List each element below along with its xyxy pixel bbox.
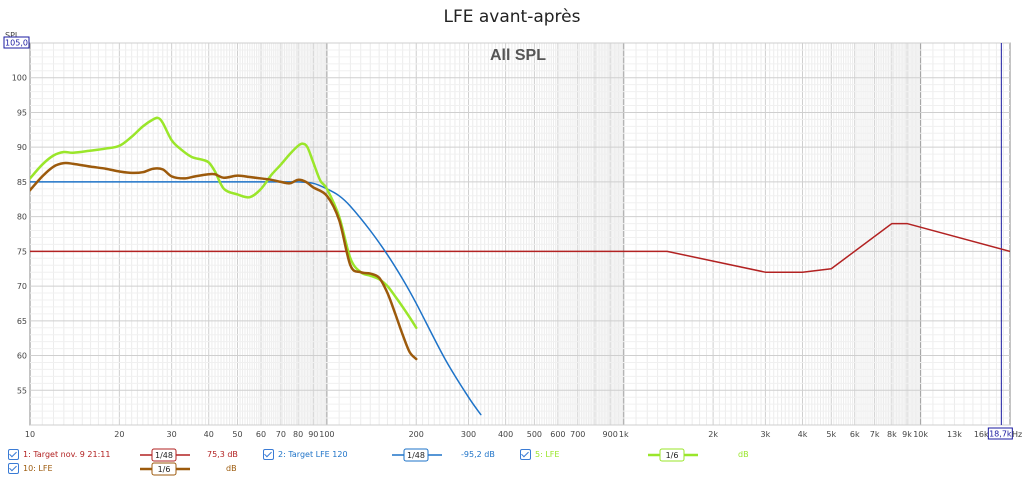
legend-smoothing: 1/6 bbox=[666, 451, 679, 460]
plot-area bbox=[29, 42, 1011, 426]
y-max-label: 105,0 bbox=[5, 39, 28, 48]
x-marker-label: 18,7k bbox=[989, 430, 1012, 439]
x-tick-label: 40 bbox=[204, 430, 214, 439]
x-tick-label: 400 bbox=[498, 430, 513, 439]
y-tick-label: 60 bbox=[17, 352, 27, 361]
legend-label: 10: LFE bbox=[23, 464, 53, 473]
x-tick-label: 10k bbox=[913, 430, 928, 439]
grid bbox=[29, 42, 1011, 426]
x-tick-label: 50 bbox=[232, 430, 242, 439]
x-tick-label: 700 bbox=[570, 430, 585, 439]
x-tick-label: 600 bbox=[550, 430, 565, 439]
x-tick-label: 10 bbox=[25, 430, 35, 439]
y-tick-label: 90 bbox=[17, 143, 27, 152]
plot-title: All SPL bbox=[490, 47, 546, 64]
x-tick-label: 90 bbox=[308, 430, 318, 439]
x-tick-label: 16k bbox=[974, 430, 989, 439]
x-tick-label: 30 bbox=[167, 430, 177, 439]
x-tick-label: 8k bbox=[887, 430, 897, 439]
series-line-2 bbox=[30, 181, 482, 416]
chart-title: LFE avant-après bbox=[443, 7, 580, 27]
x-tick-label: 4k bbox=[798, 430, 808, 439]
legend-item-target-lfe[interactable]: 2: Target LFE 120 bbox=[263, 449, 348, 460]
x-tick-label: 60 bbox=[256, 430, 266, 439]
legend-swatch-target-nov[interactable]: 1/48 bbox=[140, 448, 190, 462]
checkbox-icon[interactable] bbox=[520, 449, 531, 460]
x-tick-label: 13k bbox=[947, 430, 962, 439]
x-tick-label: 1k bbox=[619, 430, 629, 439]
legend-value: -95,2 dB bbox=[461, 450, 495, 459]
legend-smoothing: 1/48 bbox=[155, 451, 173, 460]
x-unit-label: Hz bbox=[1012, 430, 1022, 439]
legend-item-target-nov[interactable]: 1: Target nov. 9 21:11 bbox=[8, 449, 110, 460]
legend-label: 5: LFE bbox=[535, 450, 560, 459]
legend-label: 2: Target LFE 120 bbox=[278, 450, 348, 459]
y-tick-label: 75 bbox=[17, 247, 27, 256]
series-line-4 bbox=[30, 161, 418, 361]
y-tick-label: 55 bbox=[17, 386, 27, 395]
legend-label: 1: Target nov. 9 21:11 bbox=[23, 450, 111, 459]
x-marker-box bbox=[987, 427, 1013, 440]
y-tick-label: 100 bbox=[12, 74, 27, 83]
legend-item-lfe-10[interactable]: 10: LFE bbox=[8, 463, 53, 474]
checkbox-icon[interactable] bbox=[8, 463, 19, 474]
x-tick-label: 100 bbox=[319, 430, 334, 439]
x-tick-label: 3k bbox=[761, 430, 771, 439]
x-tick-label: 5k bbox=[826, 430, 836, 439]
legend: 1: Target nov. 9 21:11 1/48 75,3 dB 2: T… bbox=[0, 445, 1024, 477]
x-tick-label: 80 bbox=[293, 430, 303, 439]
series-line-1 bbox=[30, 222, 1010, 273]
x-tick-label: 70 bbox=[276, 430, 286, 439]
x-tick-label: 900 bbox=[603, 430, 618, 439]
legend-value: dB bbox=[738, 450, 749, 459]
x-tick-label: 500 bbox=[527, 430, 542, 439]
y-tick-label: 70 bbox=[17, 282, 27, 291]
checkbox-icon[interactable] bbox=[8, 449, 19, 460]
legend-swatch-lfe-10[interactable]: 1/6 bbox=[140, 462, 190, 476]
x-tick-label: 7k bbox=[870, 430, 880, 439]
x-tick-label: 2k bbox=[708, 430, 718, 439]
y-tick-label: 65 bbox=[17, 317, 27, 326]
y-tick-label: 85 bbox=[17, 178, 27, 187]
legend-value: 75,3 dB bbox=[207, 450, 238, 459]
y-tick-label: 95 bbox=[17, 108, 27, 117]
legend-value: dB bbox=[226, 464, 237, 473]
y-max-box bbox=[3, 36, 30, 49]
x-tick-label: 6k bbox=[850, 430, 860, 439]
x-tick-label: 200 bbox=[409, 430, 424, 439]
y-tick-label: 80 bbox=[17, 213, 27, 222]
legend-swatch-lfe-5[interactable]: 1/6 bbox=[648, 448, 698, 462]
legend-smoothing: 1/6 bbox=[158, 465, 171, 474]
checkbox-icon[interactable] bbox=[263, 449, 274, 460]
series-layer bbox=[30, 116, 1010, 416]
legend-item-lfe-5[interactable]: 5: LFE bbox=[520, 449, 559, 460]
x-tick-label: 300 bbox=[461, 430, 476, 439]
spl-chart: LFE avant-après 100 95 90 85 80 75 70 65 60 55 SPL… bbox=[3, 7, 1022, 440]
y-unit-label: SPL bbox=[5, 31, 20, 40]
legend-swatch-target-lfe[interactable]: 1/48 bbox=[392, 448, 442, 462]
x-tick-label: 20 bbox=[114, 430, 124, 439]
x-tick-label: 9k bbox=[902, 430, 912, 439]
legend-smoothing: 1/48 bbox=[407, 451, 425, 460]
